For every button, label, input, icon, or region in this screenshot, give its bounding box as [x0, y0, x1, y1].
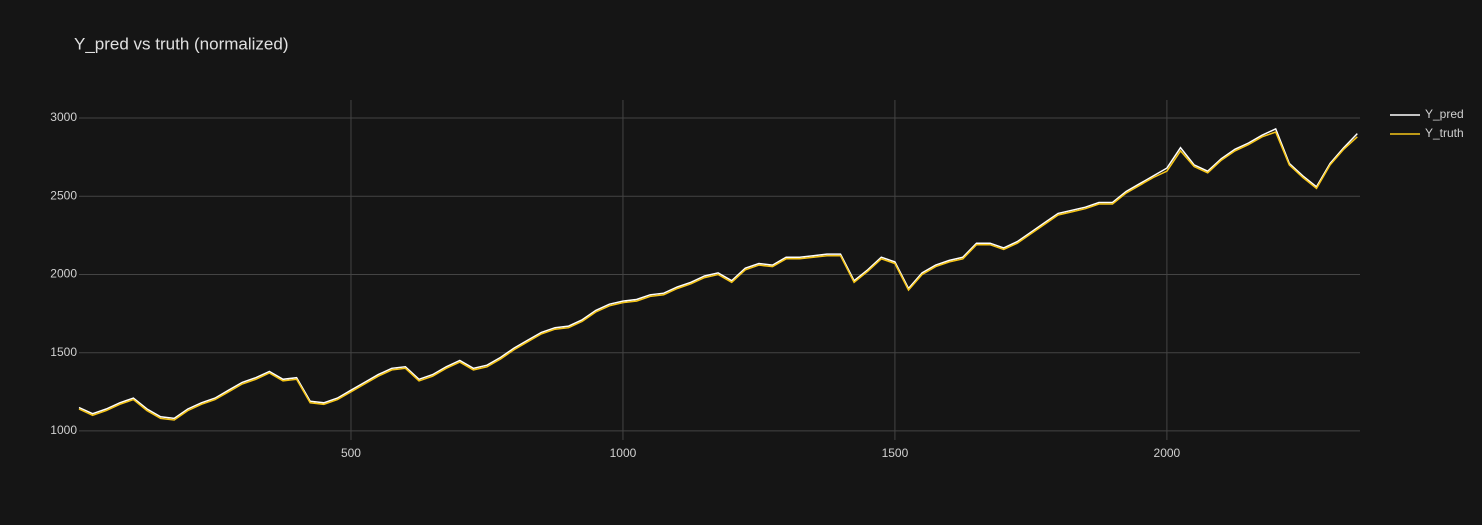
- series-line: [78, 127, 1358, 420]
- x-tick-label: 1500: [882, 446, 909, 460]
- y-tick-label: 2000: [50, 267, 77, 281]
- x-tick-label: 2000: [1154, 446, 1181, 460]
- y-tick-label: 2500: [50, 188, 77, 202]
- x-tick-label: 500: [341, 446, 361, 460]
- y-tick-label: 1500: [50, 345, 77, 359]
- chart-title: Y_pred vs truth (normalized): [74, 34, 288, 53]
- y-tick-label: 1000: [50, 423, 77, 437]
- legend-label: Y_truth: [1425, 126, 1464, 140]
- x-tick-label: 1000: [610, 446, 637, 460]
- y-tick-label: 3000: [50, 110, 77, 124]
- legend-label: Y_pred: [1425, 107, 1464, 121]
- series-line: [78, 131, 1358, 421]
